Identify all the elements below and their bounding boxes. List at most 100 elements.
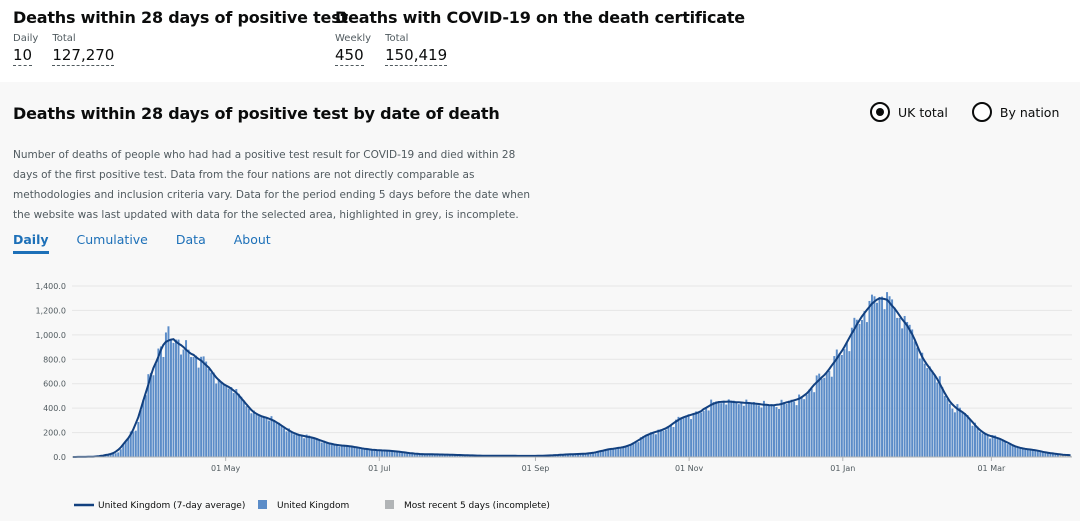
tab-cumulative[interactable]: Cumulative <box>76 232 148 247</box>
y-tick-label: 200.0 <box>43 429 66 438</box>
deaths-bar-chart: 0.0 200.0 400.0 600.0 800.0 1,000.0 1,200.0 1,4… <box>35 282 1072 511</box>
y-tick-label: 0.0 <box>53 453 66 462</box>
bar <box>707 410 710 457</box>
radio-unchecked-icon[interactable] <box>971 102 992 122</box>
bar <box>828 370 831 457</box>
bar <box>843 349 846 457</box>
bar <box>762 400 765 457</box>
bar <box>129 431 132 457</box>
bar <box>680 417 682 457</box>
bar <box>220 381 223 457</box>
bar <box>971 425 974 457</box>
bar-incomplete <box>1069 455 1072 457</box>
bar <box>376 450 378 457</box>
bar-incomplete <box>1064 455 1067 457</box>
bar <box>237 393 240 457</box>
metric-value[interactable]: 127,270 <box>52 46 115 66</box>
bar <box>735 401 738 457</box>
metric-value[interactable]: 450 <box>335 46 364 66</box>
bar <box>398 451 401 457</box>
bar <box>235 389 238 457</box>
bar <box>790 399 793 457</box>
bar <box>164 332 167 457</box>
bar <box>127 438 130 457</box>
chart-card: Deaths within 28 days of positive test b… <box>0 82 1080 521</box>
bar <box>745 399 748 457</box>
bar <box>609 448 612 457</box>
bar <box>755 404 758 457</box>
bar <box>443 454 446 457</box>
bar <box>245 406 248 457</box>
bar <box>936 382 939 457</box>
bar <box>225 386 228 457</box>
bar <box>629 444 632 457</box>
bar <box>682 417 685 457</box>
bar <box>1031 449 1034 457</box>
bar <box>888 296 891 457</box>
bar <box>119 449 122 457</box>
bar <box>677 416 680 457</box>
bar <box>810 388 813 457</box>
bar <box>1014 446 1017 457</box>
bar <box>602 450 605 457</box>
bar <box>941 387 944 457</box>
radio-label: UK total <box>898 104 948 120</box>
bar <box>137 422 140 457</box>
bar <box>986 435 989 457</box>
bar <box>579 454 582 457</box>
bar <box>906 321 909 457</box>
bar <box>373 450 376 457</box>
bar <box>370 449 373 457</box>
bar <box>215 383 218 457</box>
bar <box>823 377 826 457</box>
bar <box>265 418 268 457</box>
y-tick-label: 1,200.0 <box>35 306 66 315</box>
bar <box>742 405 745 457</box>
bar <box>813 392 816 457</box>
bar <box>270 416 273 457</box>
bar <box>913 341 916 457</box>
bar <box>994 435 997 457</box>
bar <box>368 449 371 457</box>
bar <box>876 302 878 457</box>
bar <box>938 376 941 457</box>
bar <box>147 374 150 457</box>
bar <box>848 351 851 457</box>
bar <box>149 372 152 457</box>
bar <box>262 417 265 457</box>
radio-uk-total[interactable]: UK total <box>870 102 948 122</box>
radio-checked-icon[interactable] <box>870 102 890 122</box>
bar <box>247 408 250 457</box>
bar <box>310 437 313 457</box>
tab-daily[interactable]: Daily <box>13 232 49 254</box>
bar <box>767 405 770 457</box>
bar <box>697 411 700 457</box>
bar <box>901 328 904 457</box>
bar <box>838 353 841 457</box>
bar <box>958 407 961 457</box>
metric-daily: Daily 10 <box>13 33 38 66</box>
x-tick-label: 01 May <box>211 464 241 473</box>
metric-value[interactable]: 150,419 <box>385 46 448 66</box>
bar <box>953 412 956 457</box>
bar <box>154 363 157 457</box>
bar <box>572 454 574 457</box>
bar <box>931 370 934 457</box>
tab-data[interactable]: Data <box>175 232 206 247</box>
bar <box>348 446 351 457</box>
bar <box>612 448 615 457</box>
bar <box>122 445 125 457</box>
bar <box>391 451 394 457</box>
bar <box>345 445 348 457</box>
x-tick-label: 01 Nov <box>675 464 704 473</box>
bar <box>604 449 607 457</box>
bar <box>418 454 421 457</box>
tab-about[interactable]: About <box>233 232 271 247</box>
bar <box>577 453 579 457</box>
bar <box>989 438 992 457</box>
bar <box>750 402 753 457</box>
radio-by-nation[interactable]: By nation <box>971 102 1059 122</box>
metric-value[interactable]: 10 <box>13 46 33 66</box>
bar <box>773 405 775 457</box>
bar <box>916 347 919 457</box>
